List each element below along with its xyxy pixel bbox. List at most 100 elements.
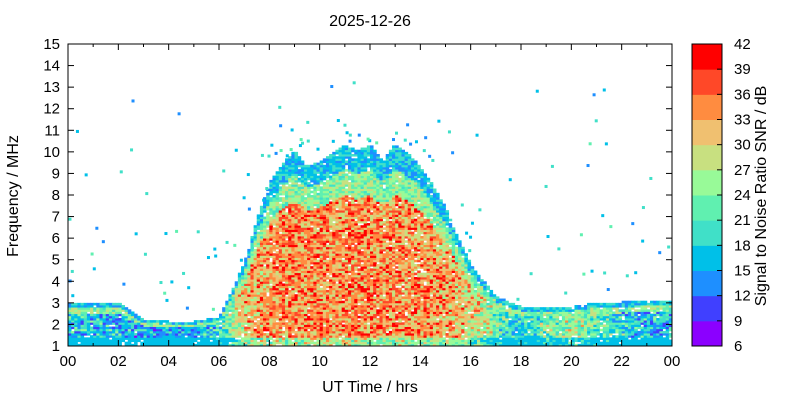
heatmap-cell	[275, 309, 280, 312]
heatmap-cell	[335, 156, 339, 159]
heatmap-cell	[71, 333, 75, 336]
heatmap-cell	[347, 274, 352, 278]
heatmap-cell	[278, 281, 283, 284]
heatmap-cell	[395, 201, 399, 205]
heatmap-cell	[398, 233, 402, 237]
heatmap-cell	[313, 225, 317, 228]
heatmap-cell	[385, 253, 390, 256]
heatmap-cell	[366, 257, 371, 261]
heatmap-cell	[373, 292, 377, 295]
heatmap-cell	[281, 164, 286, 168]
heatmap-cell	[278, 218, 283, 222]
heatmap-cell	[319, 253, 324, 256]
heatmap-cell	[278, 175, 283, 179]
heatmap-cell	[244, 257, 248, 261]
heatmap-cell	[68, 317, 72, 321]
heatmap-cell	[86, 315, 91, 319]
heatmap-cell	[263, 251, 267, 254]
heatmap-cell	[329, 169, 333, 172]
heatmap-cell	[398, 179, 402, 183]
heatmap-cell	[360, 229, 365, 233]
heatmap-cell	[373, 190, 377, 194]
heatmap-cell	[329, 305, 333, 308]
heatmap-cell	[247, 274, 251, 278]
heatmap-cell	[244, 317, 248, 321]
heatmap-cell	[395, 223, 399, 226]
heatmap-cell	[325, 309, 330, 312]
heatmap-cell	[115, 324, 119, 327]
heatmap-cell	[269, 335, 273, 338]
heatmap-cell	[325, 195, 330, 198]
heatmap-cell	[266, 289, 270, 293]
heatmap-cell	[247, 298, 251, 302]
heatmap-cell	[376, 233, 380, 237]
heatmap-cell	[285, 179, 289, 183]
heatmap-cell	[376, 276, 380, 280]
heatmap-cell	[341, 186, 346, 189]
heatmap-cell	[363, 253, 368, 256]
heatmap-cell	[395, 192, 399, 196]
heatmap-cell	[360, 231, 365, 235]
heatmap-cell	[250, 317, 255, 321]
heatmap-cell	[370, 220, 374, 224]
heatmap-cell	[303, 276, 308, 280]
heatmap-cell	[401, 341, 406, 345]
heatmap-cell	[96, 324, 100, 327]
heatmap-cell	[313, 242, 317, 246]
heatmap-cell	[222, 320, 226, 323]
heatmap-cell	[392, 300, 396, 304]
heatmap-cell	[382, 259, 387, 263]
heatmap-cell	[351, 317, 355, 321]
heatmap-cell	[366, 177, 371, 181]
heatmap-cell	[325, 324, 330, 327]
heatmap-cell	[146, 322, 151, 325]
heatmap-cell	[165, 326, 170, 330]
heatmap-cell	[338, 320, 343, 323]
heatmap-cell	[307, 296, 311, 299]
heatmap-cell	[275, 177, 280, 181]
heatmap-cell	[310, 339, 314, 343]
heatmap-cell	[102, 322, 107, 325]
heatmap-cell	[231, 315, 236, 319]
heatmap-cell	[373, 195, 377, 198]
heatmap-cell	[357, 192, 361, 196]
heatmap-cell	[335, 313, 339, 317]
heatmap-cell	[395, 218, 399, 222]
heatmap-cell	[354, 220, 358, 224]
heatmap-cell	[228, 320, 232, 323]
heatmap-cell	[385, 294, 390, 297]
heatmap-cell	[259, 309, 264, 312]
heatmap-cell	[310, 220, 314, 224]
heatmap-cell	[215, 341, 220, 345]
heatmap-cell	[297, 317, 302, 321]
heatmap-cell	[351, 212, 355, 215]
heatmap-cell	[351, 259, 355, 263]
heatmap-cell	[325, 244, 330, 248]
heatmap-cell	[388, 343, 393, 347]
heatmap-cell	[347, 212, 352, 215]
heatmap-cell	[285, 195, 289, 198]
heatmap-cell	[303, 210, 308, 213]
heatmap-cell	[322, 302, 327, 306]
heatmap-cell	[281, 330, 286, 334]
heatmap-cell	[294, 160, 299, 164]
heatmap-cell	[366, 281, 371, 284]
heatmap-cell	[174, 343, 179, 347]
heatmap-cell	[388, 305, 393, 308]
heatmap-cell	[212, 320, 217, 323]
heatmap-cell	[357, 257, 361, 261]
heatmap-cell	[370, 227, 374, 230]
heatmap-cell	[322, 330, 327, 334]
heatmap-cell	[256, 292, 261, 295]
heatmap-cell	[269, 320, 273, 323]
heatmap-cell	[171, 343, 176, 347]
heatmap-cell	[398, 255, 402, 258]
heatmap-cell	[171, 326, 176, 330]
heatmap-cell	[310, 272, 314, 276]
heatmap-cell	[285, 335, 289, 338]
heatmap-cell	[294, 279, 299, 282]
heatmap-cell	[247, 289, 251, 293]
heatmap-cell	[234, 320, 239, 323]
heatmap-cell	[247, 335, 251, 338]
